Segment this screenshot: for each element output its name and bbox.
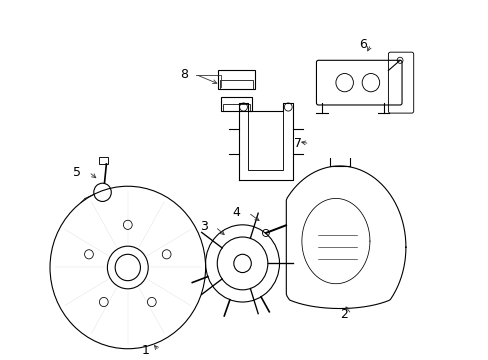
Text: 3: 3 bbox=[199, 220, 207, 233]
Text: 1: 1 bbox=[141, 344, 149, 357]
Text: 5: 5 bbox=[73, 166, 81, 179]
Bar bbox=[99, 157, 108, 164]
Bar bbox=[223, 104, 250, 111]
Bar bbox=[218, 71, 255, 89]
Text: 4: 4 bbox=[232, 206, 240, 219]
Text: 8: 8 bbox=[180, 68, 188, 81]
Text: 7: 7 bbox=[293, 137, 302, 150]
Bar bbox=[221, 97, 252, 111]
Bar bbox=[220, 80, 253, 89]
Text: 6: 6 bbox=[359, 37, 366, 50]
Bar bbox=[248, 111, 283, 170]
Text: 2: 2 bbox=[339, 308, 347, 321]
